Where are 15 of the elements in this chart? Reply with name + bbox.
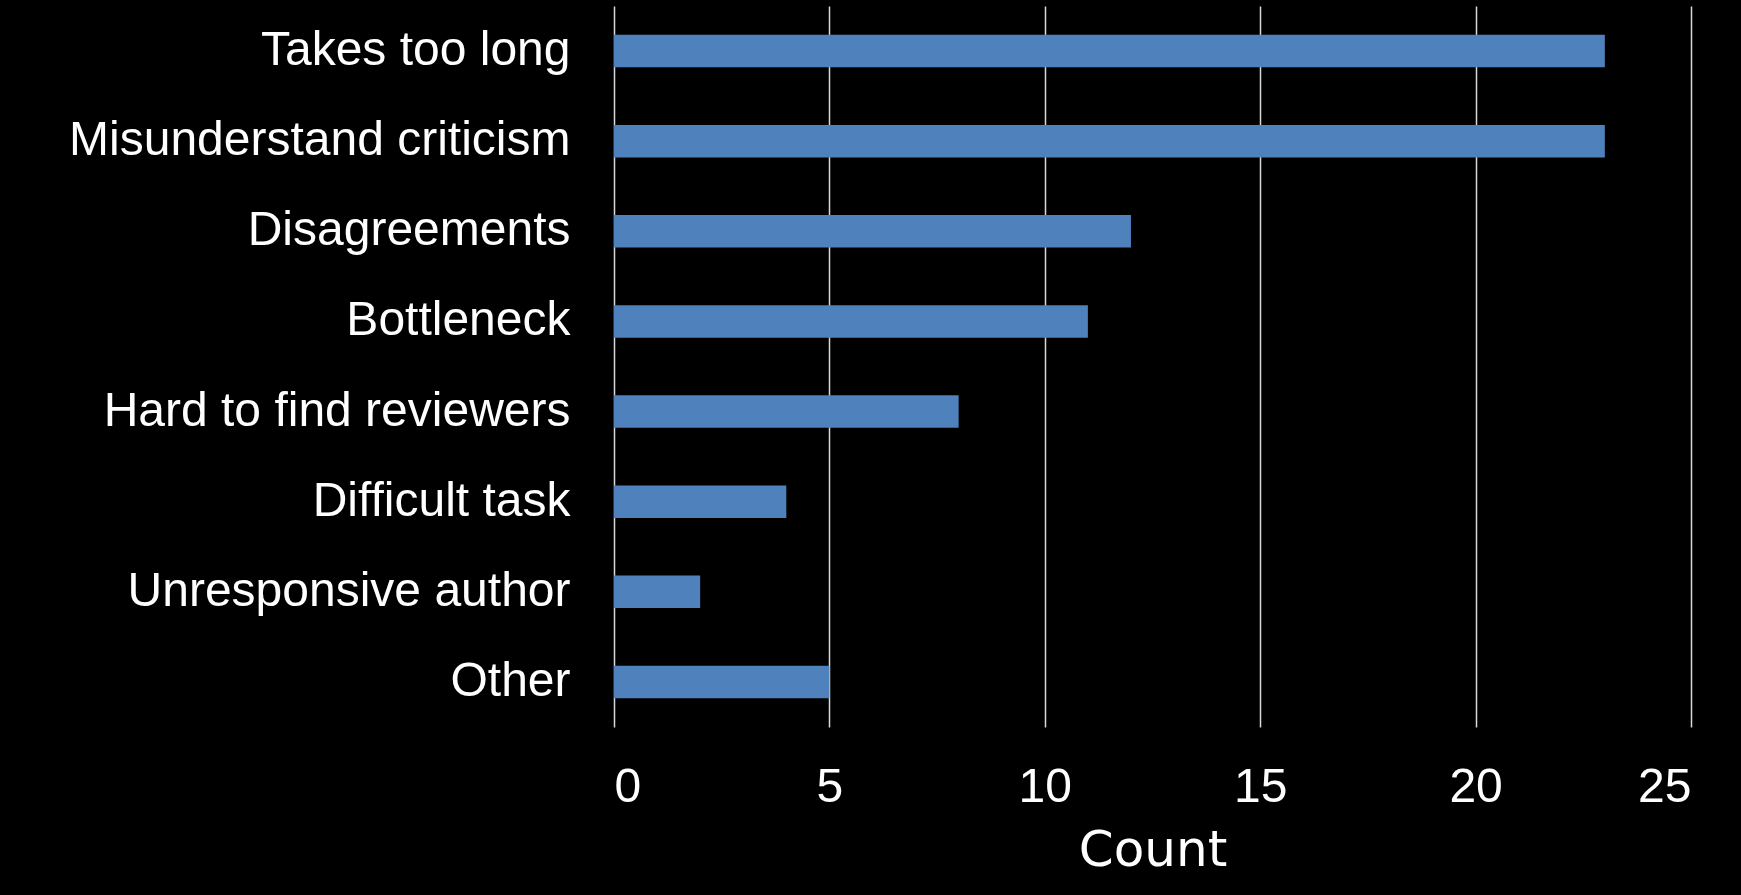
y-tick-label: Disagreements	[247, 202, 571, 256]
x-tick-label: 25	[1638, 758, 1692, 812]
y-tick-label: Difficult task	[312, 472, 572, 526]
x-tick-label: 5	[816, 758, 844, 812]
y-tick-label: Bottleneck	[346, 292, 572, 346]
x-tick-label: 20	[1449, 758, 1503, 812]
y-tick-label: Misunderstand criticism	[69, 112, 571, 166]
x-tick-label: 0	[614, 758, 642, 812]
x-axis-title: Count	[1078, 819, 1228, 878]
y-tick-label: Hard to find reviewers	[103, 382, 571, 436]
y-tick-label: Other	[450, 652, 571, 706]
x-tick-label: 10	[1018, 758, 1072, 812]
y-tick-label: Takes too long	[260, 22, 571, 76]
x-tick-label: 15	[1234, 758, 1288, 812]
y-tick-label: Unresponsive author	[127, 562, 571, 616]
